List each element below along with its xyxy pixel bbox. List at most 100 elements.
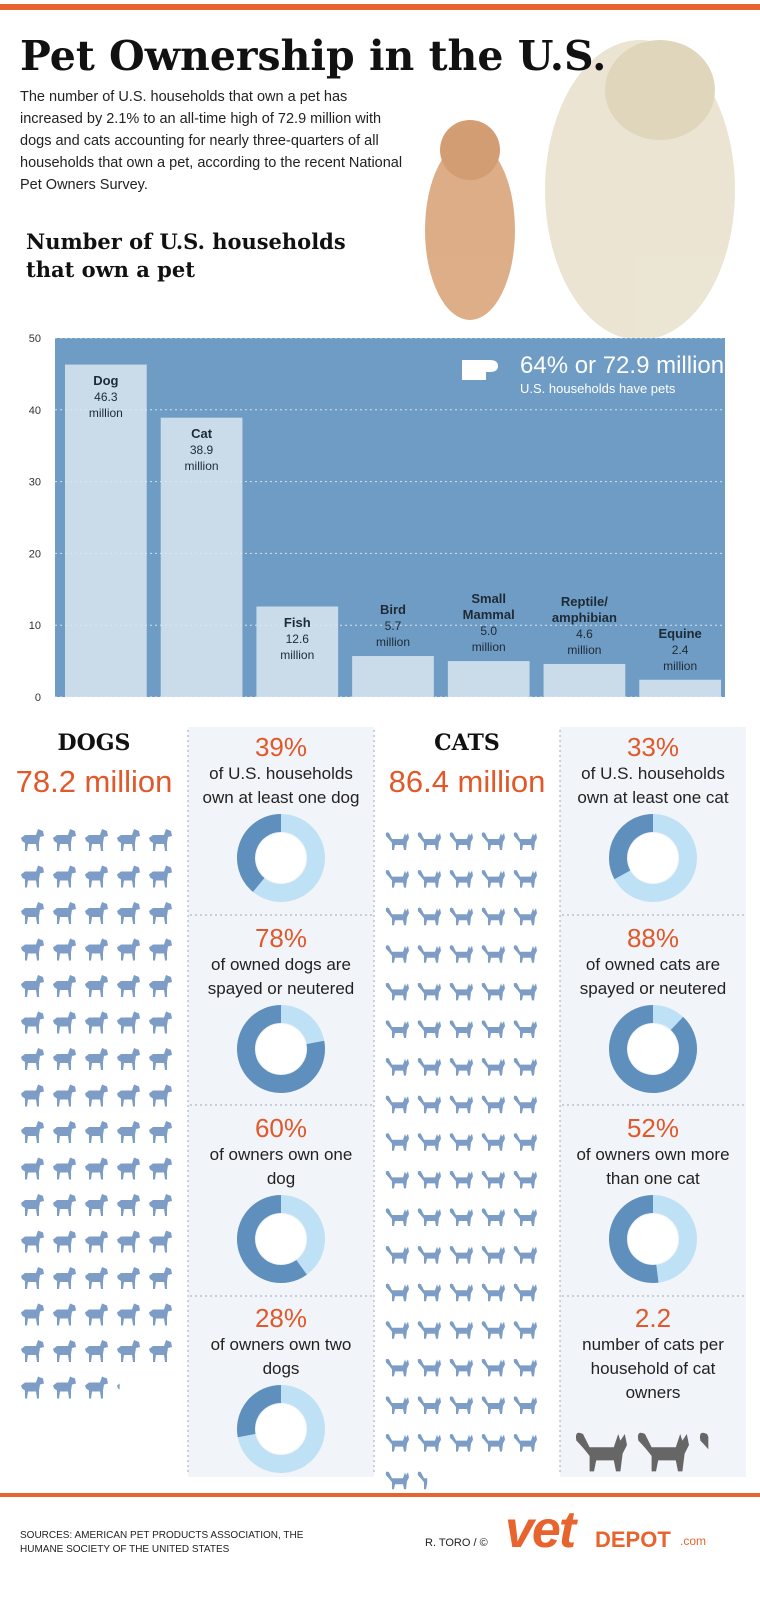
pet-icon bbox=[21, 1048, 44, 1070]
pet-icon bbox=[481, 1170, 505, 1189]
pet-icon bbox=[481, 1396, 505, 1414]
icon-shape bbox=[149, 1157, 172, 1180]
pet-icon bbox=[385, 1095, 409, 1114]
donut-center bbox=[256, 1214, 306, 1264]
icon-shape bbox=[385, 1283, 409, 1302]
pet-icon bbox=[53, 1267, 76, 1289]
pet-icon bbox=[149, 1303, 172, 1326]
pet-icon bbox=[449, 1095, 473, 1114]
pet-icon bbox=[385, 1208, 409, 1226]
title: Pet Ownership in the U.S. bbox=[20, 32, 607, 80]
category-label: Equine bbox=[658, 625, 702, 641]
icon-shape bbox=[85, 1267, 108, 1289]
icon-shape bbox=[85, 1230, 108, 1253]
pet-icon bbox=[417, 1133, 441, 1151]
pet-icon bbox=[513, 1434, 537, 1452]
icon-shape bbox=[513, 1396, 537, 1414]
donut-center bbox=[628, 1214, 678, 1264]
bar-label: Dog 46.3 million bbox=[65, 373, 147, 421]
icon-shape bbox=[85, 865, 108, 888]
icon-shape bbox=[417, 1471, 428, 1490]
icon-shape bbox=[21, 1376, 44, 1399]
pet-icon bbox=[417, 1434, 441, 1452]
pet-icon bbox=[449, 1058, 473, 1076]
stat-value: 39% bbox=[254, 732, 308, 762]
sources: SOURCES: AMERICAN PET PRODUCTS ASSOCIATI… bbox=[20, 1530, 304, 1555]
icon-shape bbox=[449, 1058, 473, 1076]
pet-icon bbox=[417, 832, 441, 850]
pet-icon bbox=[21, 1084, 44, 1107]
icon-shape bbox=[21, 1157, 44, 1180]
category-label: Small Mammal bbox=[462, 591, 515, 623]
value-label: 38.9 million bbox=[184, 442, 219, 473]
bar-label: Small Mammal 5.0 million bbox=[448, 591, 530, 655]
pet-icon bbox=[385, 1058, 409, 1076]
icon-shape bbox=[481, 832, 505, 850]
pet-icon bbox=[417, 1170, 441, 1189]
pet-icon bbox=[449, 1020, 473, 1038]
y-tick-label: 10 bbox=[29, 620, 41, 632]
icon-shape bbox=[149, 1048, 172, 1070]
category-label: Dog bbox=[93, 372, 119, 388]
icon-shape bbox=[449, 1283, 473, 1302]
pet-icon bbox=[53, 1303, 76, 1326]
stat-value: 60% bbox=[254, 1113, 308, 1143]
category-label: Cat bbox=[191, 425, 213, 441]
dogs-title: DOGS bbox=[57, 730, 131, 756]
pet-icon bbox=[117, 1230, 140, 1253]
pet-icon bbox=[449, 1283, 473, 1302]
pet-icon bbox=[449, 1133, 473, 1151]
donut-arc bbox=[609, 814, 654, 880]
bar bbox=[65, 364, 147, 697]
icon-shape bbox=[449, 1095, 473, 1114]
pet-icon bbox=[149, 1121, 172, 1143]
icon-shape bbox=[149, 1303, 172, 1326]
pet-icon bbox=[21, 1376, 44, 1399]
pet-icon bbox=[481, 982, 505, 1001]
annotation-headline: 64% or 72.9 million bbox=[520, 352, 725, 379]
icon-shape bbox=[21, 1267, 44, 1289]
pet-icon bbox=[449, 1208, 473, 1226]
pet-icon bbox=[385, 1434, 409, 1452]
icon-shape bbox=[449, 1358, 473, 1377]
pet-icon bbox=[149, 1084, 172, 1107]
icon-shape bbox=[117, 1303, 140, 1326]
icon-shape bbox=[117, 829, 140, 851]
icon-shape bbox=[149, 865, 172, 888]
bar-label: Reptile/ amphibian 4.6 million bbox=[544, 594, 626, 658]
icon-shape bbox=[513, 832, 537, 850]
pet-icon bbox=[21, 975, 44, 997]
pet-icon bbox=[385, 907, 409, 926]
icon-shape bbox=[149, 975, 172, 997]
pet-icon bbox=[513, 982, 537, 1001]
pet-icon bbox=[117, 975, 140, 997]
pet-icon bbox=[449, 1170, 473, 1189]
cats-total: 86.4 million bbox=[388, 764, 546, 799]
bar-label: Equine 2.4 million bbox=[639, 626, 721, 674]
pet-icon bbox=[53, 1157, 76, 1180]
cats-title: CATS bbox=[434, 730, 500, 756]
pet-icon bbox=[385, 1283, 409, 1302]
pet-icon bbox=[117, 1084, 140, 1107]
pet-icon bbox=[85, 975, 108, 997]
icon-shape bbox=[149, 1340, 172, 1362]
bar bbox=[639, 679, 721, 697]
y-tick-label: 20 bbox=[29, 548, 41, 560]
icon-shape bbox=[385, 1208, 409, 1226]
pet-icon bbox=[53, 1048, 76, 1070]
pet-icon bbox=[513, 1321, 537, 1339]
y-tick-label: 30 bbox=[29, 477, 41, 489]
icon-shape bbox=[449, 982, 473, 1001]
pet-icon bbox=[53, 1340, 76, 1362]
category-label: Bird bbox=[379, 602, 406, 618]
pet-icon bbox=[481, 1095, 505, 1114]
pet-icon bbox=[117, 1011, 140, 1034]
icon-shape bbox=[149, 1230, 172, 1253]
pet-icon bbox=[149, 1340, 172, 1362]
icon-shape bbox=[53, 1157, 76, 1180]
icon-shape bbox=[385, 1170, 409, 1189]
pet-icon bbox=[481, 1208, 505, 1226]
pet-icon bbox=[85, 829, 108, 851]
icon-shape bbox=[385, 1358, 409, 1377]
